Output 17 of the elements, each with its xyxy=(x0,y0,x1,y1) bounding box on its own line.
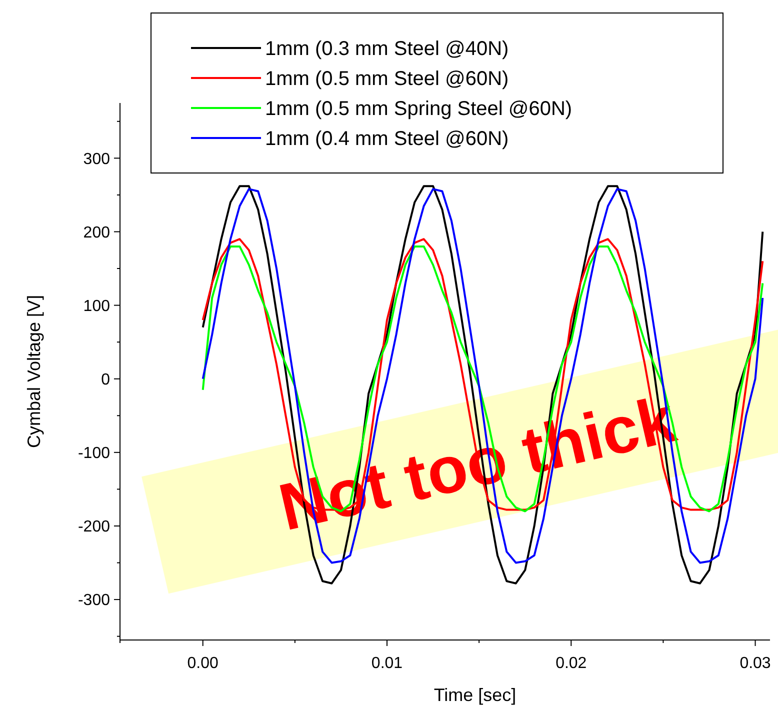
legend-label: 1mm (0.5 mm Steel @60N) xyxy=(265,68,509,90)
y-tick-label: 200 xyxy=(83,224,110,242)
y-tick-label: 100 xyxy=(83,298,110,315)
y-tick-label: -300 xyxy=(78,592,110,610)
y-tick-label: 0 xyxy=(101,371,110,388)
legend-label: 1mm (0.3 mm Steel @40N) xyxy=(265,38,509,60)
y-tick-label: 300 xyxy=(83,150,110,168)
x-tick-label: 0.01 xyxy=(371,655,403,672)
y-tick-label: -200 xyxy=(78,518,110,536)
legend-label: 1mm (0.4 mm Steel @60N) xyxy=(265,128,509,150)
x-tick-label: 0.02 xyxy=(556,655,587,672)
x-axis-title: Time [sec] xyxy=(434,685,516,705)
x-tick-label: 0.00 xyxy=(187,655,219,672)
y-tick-label: -100 xyxy=(78,445,110,462)
x-tick-label: 0.03 xyxy=(740,655,771,672)
legend-label: 1mm (0.5 mm Spring Steel @60N) xyxy=(265,98,572,120)
y-axis-title: Cymbal Voltage [V] xyxy=(24,294,44,448)
